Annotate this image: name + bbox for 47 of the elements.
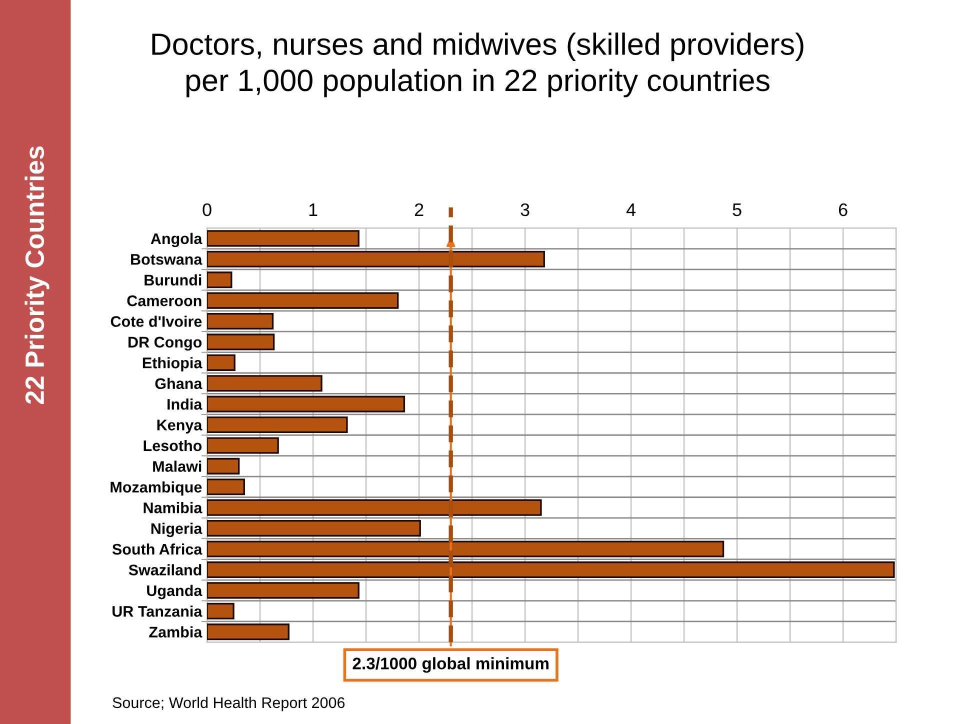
y-tick-label: Namibia — [144, 502, 202, 514]
y-tick-label: UR Tanzania — [112, 606, 202, 617]
bar — [207, 437, 279, 454]
bar — [207, 602, 234, 620]
ref-line-label: 2.3/1000 global minimum — [352, 657, 548, 673]
y-tick-label: Botswana — [131, 254, 202, 265]
y-tick-label: Cote d'Ivoire — [110, 316, 202, 327]
y-tick-label: DR Congo — [128, 336, 202, 351]
bar — [207, 582, 360, 599]
y-tick-label: Cameroon — [127, 295, 202, 306]
source-note: Source; World Health Report 2006 — [112, 696, 345, 712]
y-tick-label: India — [168, 398, 202, 410]
y-tick-label: Uganda — [147, 584, 202, 600]
y-tick-label: Kenya — [157, 420, 202, 434]
bar — [207, 272, 232, 288]
bar — [207, 624, 290, 640]
y-tick-label: Ghana — [155, 378, 202, 390]
y-tick-label: Malawi — [153, 460, 202, 472]
y-tick-label: Angola — [150, 232, 202, 248]
bar — [207, 396, 406, 412]
bar — [207, 520, 421, 537]
bar — [207, 292, 399, 309]
y-tick-label: Lesotho — [144, 440, 202, 452]
bar — [207, 334, 275, 350]
bar — [207, 478, 245, 496]
y-tick-label: Swaziland — [128, 564, 202, 576]
y-tick-label: Mozambique — [110, 481, 202, 496]
y-tick-label: Ethiopia — [142, 357, 202, 372]
bar — [207, 416, 348, 434]
x-tick-label: 4 — [626, 204, 636, 216]
y-tick-label: Nigeria — [151, 522, 202, 538]
bar — [207, 230, 360, 247]
y-tick-label: South Africa — [112, 543, 202, 555]
x-tick-label: 2 — [414, 203, 424, 216]
x-tick-label: 0 — [202, 203, 212, 216]
bar — [207, 312, 274, 330]
text: 22 Priority Countries — [24, 146, 50, 404]
x-tick-label: 5 — [732, 204, 742, 216]
y-tick-label: Burundi — [144, 274, 202, 286]
x-tick-label: 6 — [838, 203, 848, 216]
bar — [207, 354, 236, 371]
bar — [207, 375, 322, 392]
x-tick-label: 1 — [309, 204, 318, 216]
x-tick-label: 3 — [520, 203, 530, 216]
bar — [207, 458, 240, 474]
chart-title: Doctors, nurses and midwives (skilled providers) per 1,000 population in 22 priority countries — [152, 32, 804, 98]
y-tick-label: Zambia — [149, 626, 202, 638]
